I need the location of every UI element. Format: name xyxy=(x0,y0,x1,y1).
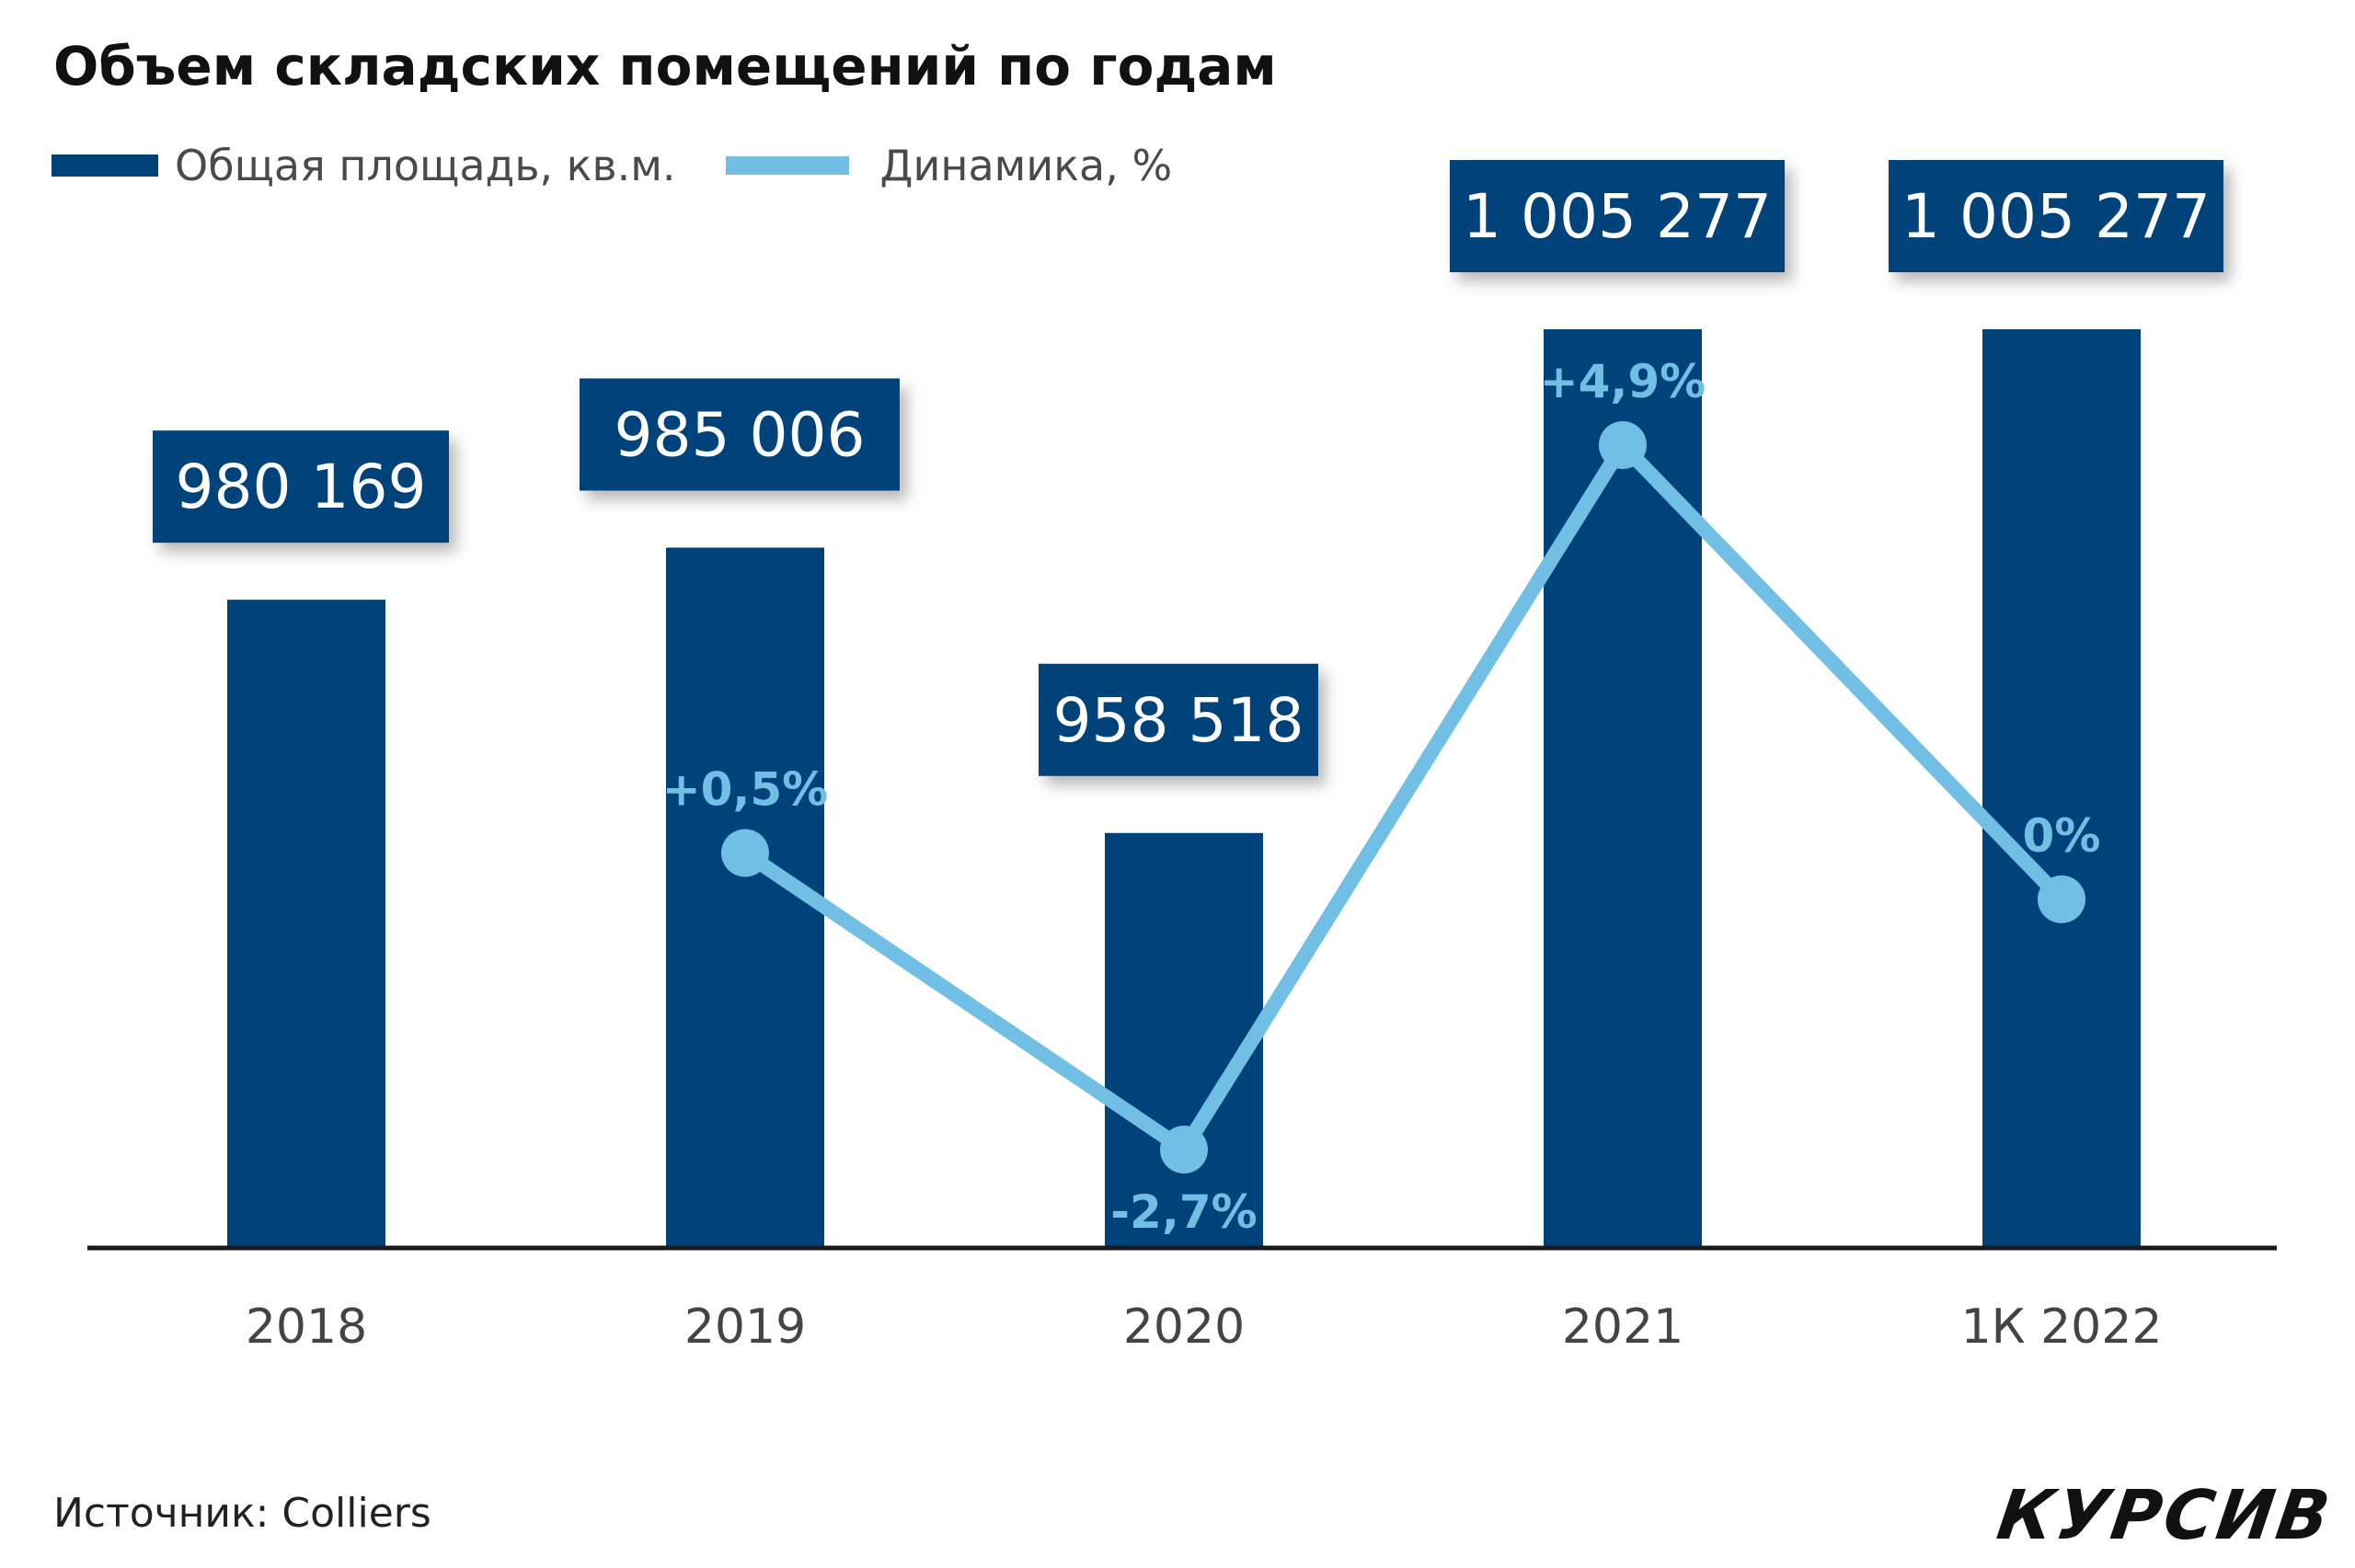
value-label: 980 169 xyxy=(153,430,449,544)
value-label-box xyxy=(1450,160,1785,272)
dynamics-label: +4,9% xyxy=(1540,355,1706,408)
x-tick-label: 1К 2022 xyxy=(1961,1299,2163,1355)
dynamics-label: -2,7% xyxy=(1110,1185,1257,1239)
x-tick-label: 2021 xyxy=(1562,1299,1683,1355)
value-label-box xyxy=(153,430,449,544)
legend-line-label: Динамика, % xyxy=(879,141,1173,190)
dynamics-point xyxy=(1599,421,1647,469)
value-label-text: 1 005 277 xyxy=(1463,181,1772,252)
dynamics-label: 0% xyxy=(2023,809,2101,863)
x-tick-label: 2020 xyxy=(1123,1299,1245,1355)
value-label: 1 005 277 xyxy=(1889,160,2223,272)
value-label: 1 005 277 xyxy=(1450,160,1785,272)
dynamics-point xyxy=(1160,1126,1208,1173)
bars-layer xyxy=(227,329,2141,1248)
line-layer xyxy=(721,421,2085,1173)
value-label-box xyxy=(1889,160,2223,272)
value-label: 958 518 xyxy=(1039,663,1318,776)
x-tick-label: 2018 xyxy=(246,1299,367,1355)
value-label-text: 1 005 277 xyxy=(1901,181,2211,252)
dynamics-label: +0,5% xyxy=(662,762,829,816)
value-label: 985 006 xyxy=(580,378,900,491)
source-note: Источник: Colliers xyxy=(53,1490,431,1537)
x-tick-label: 2019 xyxy=(684,1299,806,1355)
value-label-text: 980 169 xyxy=(176,452,427,522)
value-label-text: 958 518 xyxy=(1053,685,1304,756)
dynamics-line xyxy=(741,438,2067,1157)
bar xyxy=(1105,832,1263,1248)
bar xyxy=(227,600,385,1248)
bar xyxy=(666,547,824,1248)
bar xyxy=(1544,329,1702,1248)
value-label-text: 985 006 xyxy=(615,399,866,470)
legend: Общая площадь, кв.м. Динамика, % xyxy=(52,138,1172,193)
value-label-box xyxy=(1039,663,1318,776)
dynamics-point xyxy=(721,829,769,877)
legend-bar-label: Общая площадь, кв.м. xyxy=(175,141,676,190)
brand-logo: КУРСИВ xyxy=(1992,1476,2338,1555)
legend-bar-swatch xyxy=(52,155,158,177)
x-tick-labels: 2018 2019 2020 2021 1К 2022 xyxy=(246,1299,2163,1355)
legend-line-swatch xyxy=(725,156,849,175)
labels-layer: 980 169 985 006 958 518 1 005 277 1 005 277 +… xyxy=(153,160,2223,1239)
chart-title: Объем складских помещений по годам xyxy=(53,35,1277,97)
dynamics-point xyxy=(2038,875,2085,923)
bar xyxy=(1982,329,2141,1248)
value-label-box xyxy=(580,378,900,491)
